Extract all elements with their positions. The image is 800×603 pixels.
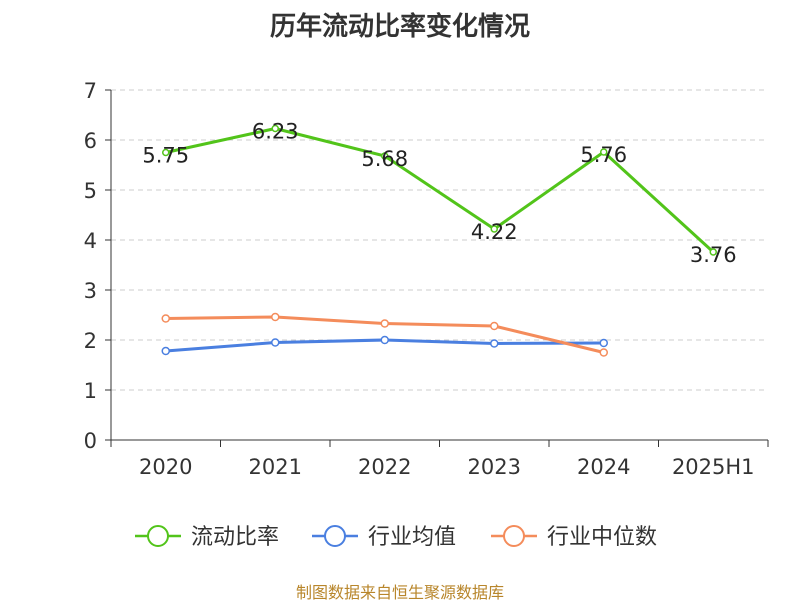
x-tick-label: 2024 (577, 455, 630, 479)
legend-marker-icon (324, 525, 346, 547)
legend-marker-icon (503, 525, 525, 547)
x-tick-label: 2020 (139, 455, 192, 479)
data-point (600, 148, 608, 156)
x-tick-label: 2023 (468, 455, 521, 479)
data-point (599, 338, 608, 348)
x-tick-label: 2021 (249, 455, 302, 479)
data-point (490, 321, 499, 331)
data-point (271, 338, 280, 347)
legend-label: 流动比率 (191, 525, 279, 550)
data-label: 5.76 (580, 143, 627, 167)
data-label: 5.68 (361, 147, 408, 171)
data-point (161, 346, 170, 356)
data-point (161, 314, 170, 323)
legend-label: 行业中位数 (547, 525, 657, 550)
data-label: 5.75 (142, 144, 189, 168)
data-point (380, 319, 389, 328)
source-note: 制图数据来自恒生聚源数据库 (295, 583, 504, 602)
chart-title: 历年流动比率变化情况 (269, 12, 530, 42)
legend: 流动比率 行业均值 行业中位数 (135, 525, 657, 550)
data-point (709, 248, 717, 256)
data-point (599, 348, 608, 357)
y-tick-label: 5 (84, 179, 97, 203)
data-label: 4.22 (471, 220, 518, 244)
series-lines (161, 124, 717, 357)
data-point (490, 225, 498, 233)
legend-label: 行业均值 (368, 525, 456, 550)
data-point (380, 335, 389, 345)
y-tick-label: 4 (84, 229, 97, 253)
y-tick-label: 1 (84, 379, 97, 403)
y-tick-label: 2 (84, 329, 97, 353)
axes: 0 1 2 3 4 5 6 7 2020 2021 2022 2023 2024 2025H1 (84, 79, 769, 479)
data-point (162, 148, 170, 157)
x-tick-label: 2022 (358, 455, 411, 479)
gridlines (111, 89, 768, 391)
data-point (381, 152, 389, 160)
data-labels: 5.75 6.23 5.68 4.22 5.76 3.76 (142, 120, 736, 268)
data-label: 3.76 (690, 243, 737, 267)
legend-marker-icon (147, 525, 169, 547)
x-tick-label: 2025H1 (672, 455, 755, 479)
data-point (490, 339, 499, 348)
y-tick-label: 7 (84, 79, 97, 103)
data-label: 6.23 (252, 120, 299, 144)
data-point (271, 312, 280, 322)
series-line-0 (165, 127, 715, 254)
data-point (271, 124, 279, 133)
y-tick-label: 3 (84, 279, 97, 303)
y-tick-label: 6 (84, 129, 97, 153)
y-tick-label: 0 (84, 429, 97, 453)
